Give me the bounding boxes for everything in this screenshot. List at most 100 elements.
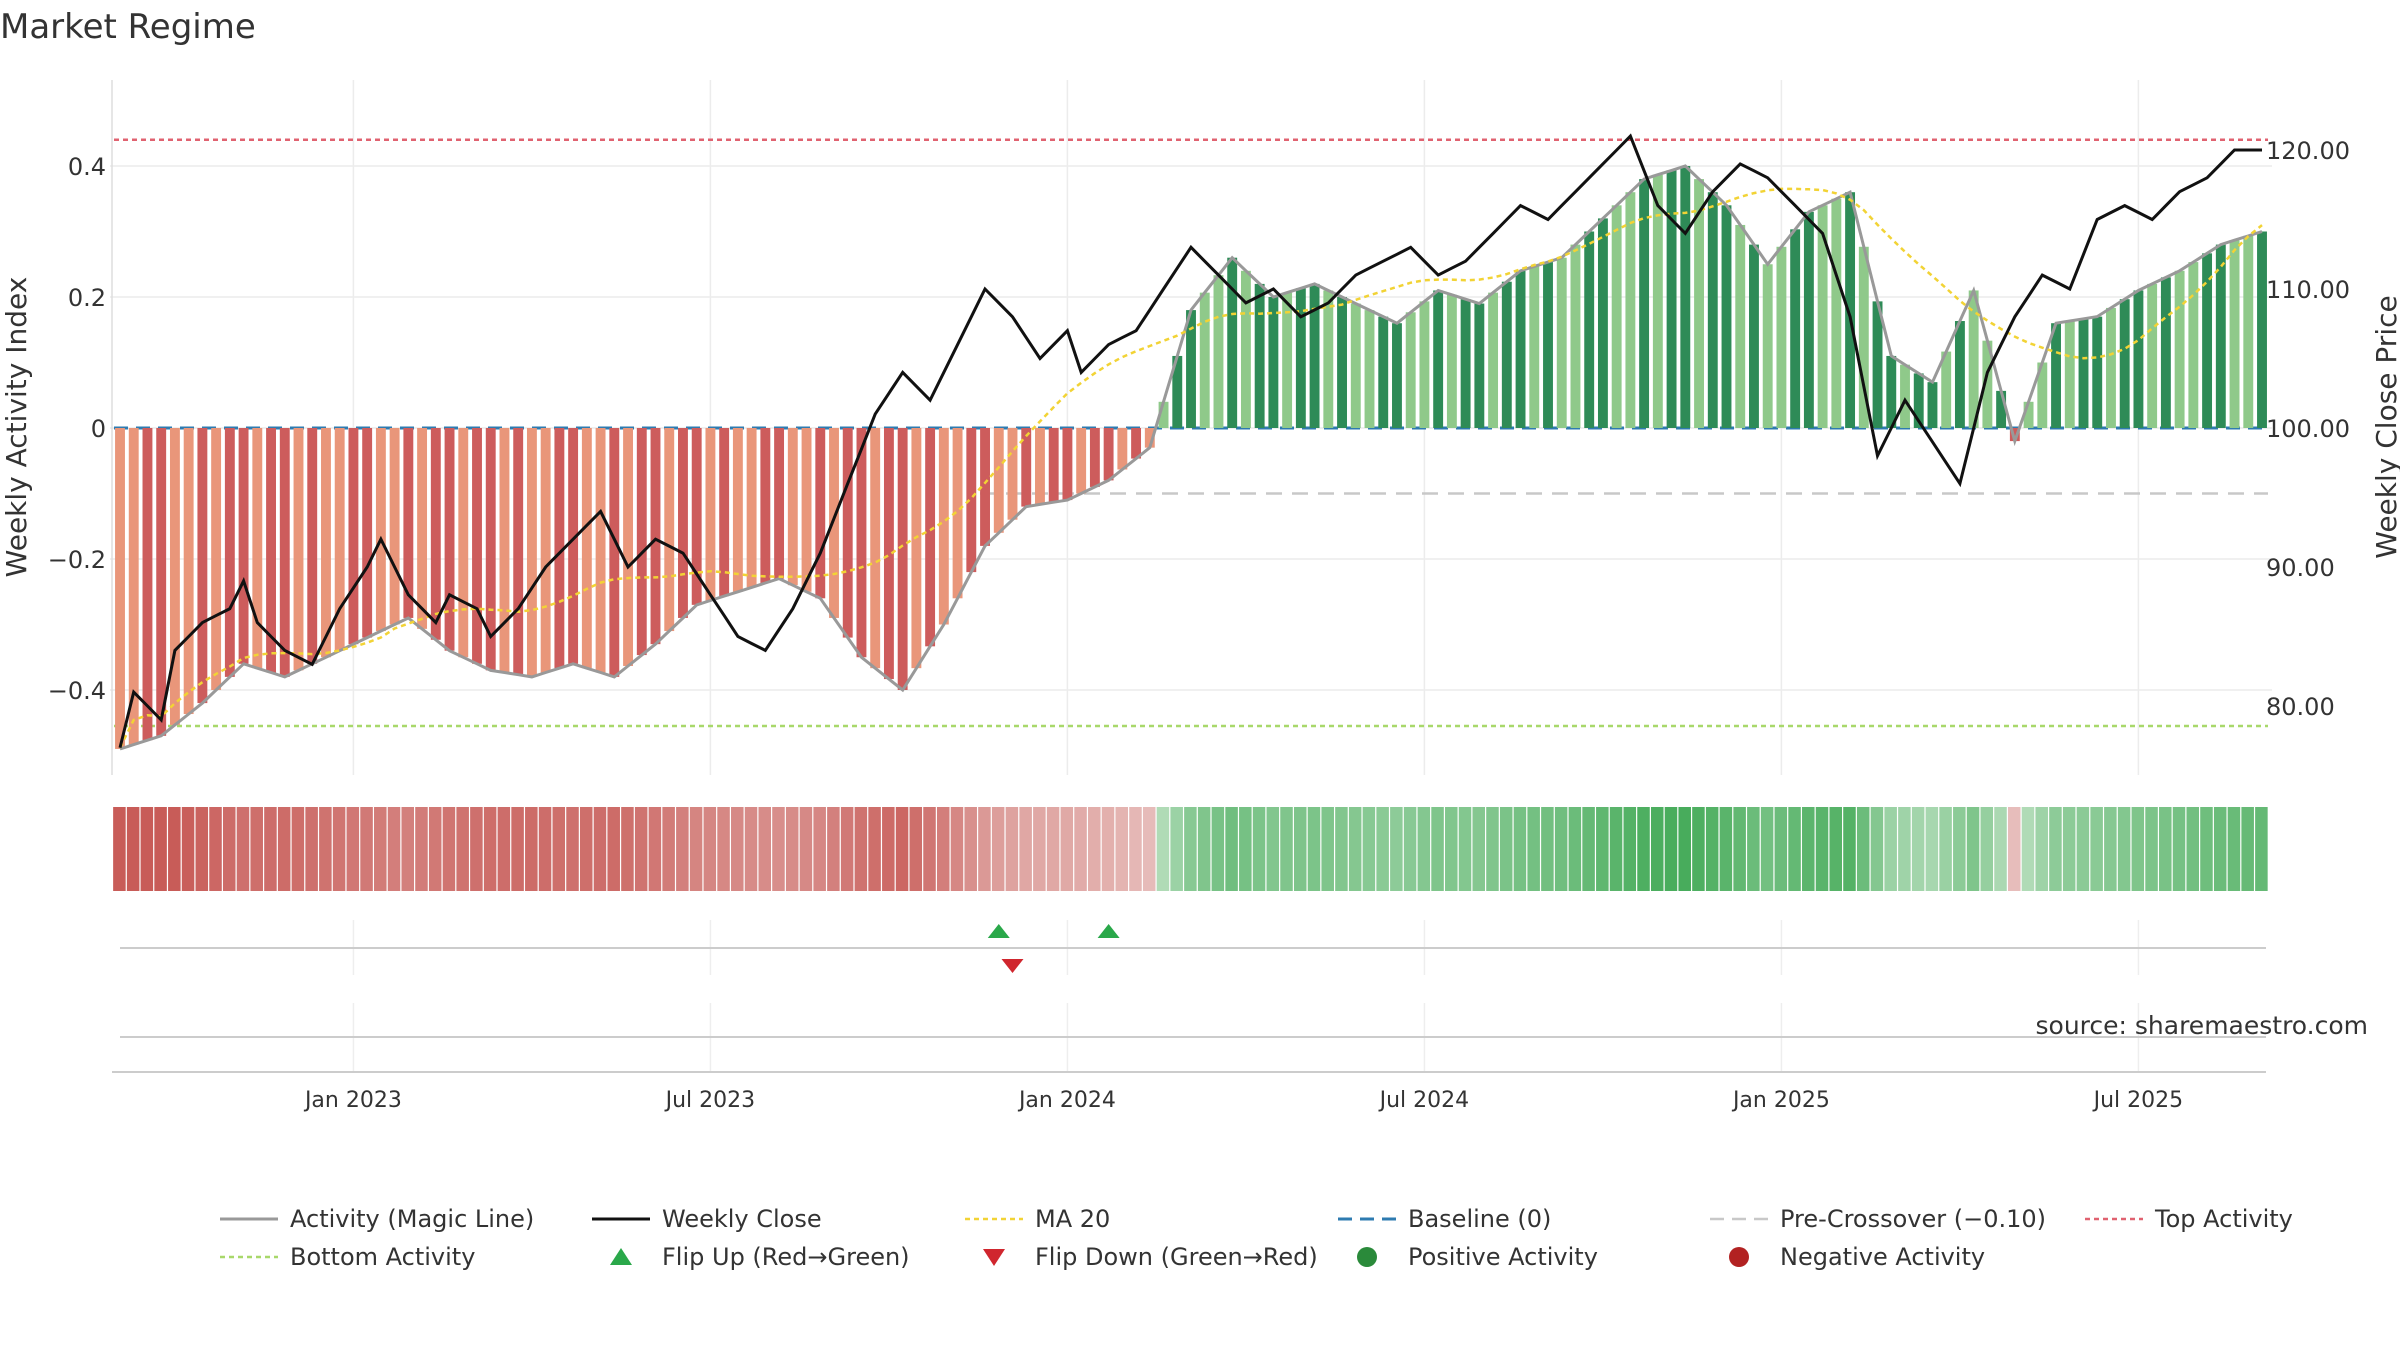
regime-cell — [1335, 807, 1348, 891]
activity-bar — [2160, 277, 2171, 428]
regime-cell — [1664, 807, 1678, 891]
regime-cell — [1156, 807, 1170, 891]
activity-bar — [458, 428, 469, 658]
regime-cell — [1088, 807, 1101, 891]
activity-bar — [252, 428, 263, 669]
activity-bar — [2009, 428, 2020, 442]
activity-bar — [1460, 299, 1471, 428]
regime-cell — [936, 807, 950, 891]
activity-bar — [2106, 307, 2116, 428]
regime-cell — [305, 807, 318, 891]
regime-cell — [401, 807, 415, 891]
activity-bar — [1625, 192, 1636, 428]
activity-bar — [307, 428, 318, 664]
activity-bar — [1515, 270, 1526, 428]
activity-bar — [1350, 303, 1361, 428]
right-tick-label: 120.00 — [2266, 137, 2350, 165]
activity-bar — [2215, 244, 2226, 428]
activity-bar — [1337, 297, 1347, 428]
activity-bar — [1858, 246, 1869, 428]
regime-cell — [140, 807, 154, 891]
regime-cell — [1705, 807, 1719, 891]
activity-bar — [2202, 253, 2213, 428]
regime-cell — [909, 807, 923, 891]
activity-bar — [2023, 401, 2034, 428]
regime-cell — [332, 807, 346, 891]
activity-bar — [966, 428, 977, 573]
activity-bar — [1021, 428, 1032, 507]
regime-cell — [222, 807, 236, 891]
activity-bar — [1488, 292, 1499, 428]
regime-cell — [964, 807, 977, 891]
regime-cell — [1390, 807, 1403, 891]
activity-bar — [444, 428, 455, 651]
legend-label: Flip Down (Green→Red) — [1035, 1243, 1318, 1271]
regime-cell — [950, 807, 964, 891]
activity-bar — [197, 428, 208, 704]
x-tick-label: Jan 2023 — [303, 1088, 402, 1113]
regime-strip — [113, 807, 2268, 891]
legend-label: Top Activity — [2154, 1205, 2293, 1233]
activity-bar — [1323, 290, 1334, 428]
regime-cell — [868, 807, 881, 891]
activity-bar — [1611, 205, 1622, 428]
legend-label: Weekly Close — [662, 1205, 822, 1233]
flip-down-marker — [1001, 959, 1024, 973]
activity-bar — [897, 428, 908, 690]
regime-cell — [470, 807, 483, 891]
chart-title: Market Regime — [0, 7, 256, 47]
activity-bar — [993, 428, 1004, 533]
regime-cell — [2145, 807, 2158, 891]
right-tick-label: 90.00 — [2266, 554, 2335, 582]
activity-bar — [128, 428, 139, 745]
activity-bar — [362, 428, 373, 638]
activity-bar — [609, 428, 620, 677]
activity-bar — [1543, 262, 1553, 428]
regime-cell — [181, 807, 195, 891]
activity-bar — [568, 428, 579, 664]
activity-bar — [980, 428, 990, 546]
regime-cell — [1829, 807, 1843, 891]
activity-bar — [1158, 401, 1169, 428]
regime-cell — [1994, 807, 2007, 891]
regime-cell — [1225, 807, 1238, 891]
regime-cell — [662, 807, 675, 891]
activity-bar — [2147, 283, 2158, 428]
activity-bar — [1639, 179, 1650, 428]
activity-bar — [1982, 340, 1993, 428]
regime-cell — [1129, 807, 1142, 891]
activity-bar — [526, 428, 537, 677]
regime-cell — [895, 807, 909, 891]
activity-bar — [1227, 257, 1238, 428]
activity-bar — [389, 428, 400, 625]
activity-bar — [2119, 299, 2130, 428]
regime-cell — [1239, 807, 1252, 891]
activity-bar — [485, 428, 496, 671]
regime-cell — [113, 807, 126, 891]
regime-cell — [291, 807, 305, 891]
magic-line — [119, 164, 2263, 751]
regime-cell — [1774, 807, 1788, 891]
activity-bar — [1749, 244, 1759, 428]
regime-cell — [1554, 807, 1568, 891]
regime-cell — [1403, 807, 1417, 891]
regime-cell — [2021, 807, 2035, 891]
activity-bar — [1433, 290, 1444, 428]
regime-cell — [1184, 807, 1197, 891]
regime-cell — [634, 807, 648, 891]
regime-cell — [1637, 807, 1650, 891]
activity-bar — [623, 428, 633, 666]
regime-cell — [1074, 807, 1087, 891]
regime-cell — [621, 807, 634, 891]
regime-cell — [126, 807, 140, 891]
right-axis-label: Weekly Close Price — [2370, 295, 2400, 558]
regime-cell — [1142, 807, 1156, 891]
regime-cell — [415, 807, 428, 891]
regime-cell — [497, 807, 511, 891]
activity-bar — [183, 428, 194, 715]
activity-bar — [774, 428, 785, 579]
regime-cell — [991, 807, 1005, 891]
activity-bar — [1666, 170, 1677, 428]
right-tick-label: 110.00 — [2266, 276, 2350, 304]
